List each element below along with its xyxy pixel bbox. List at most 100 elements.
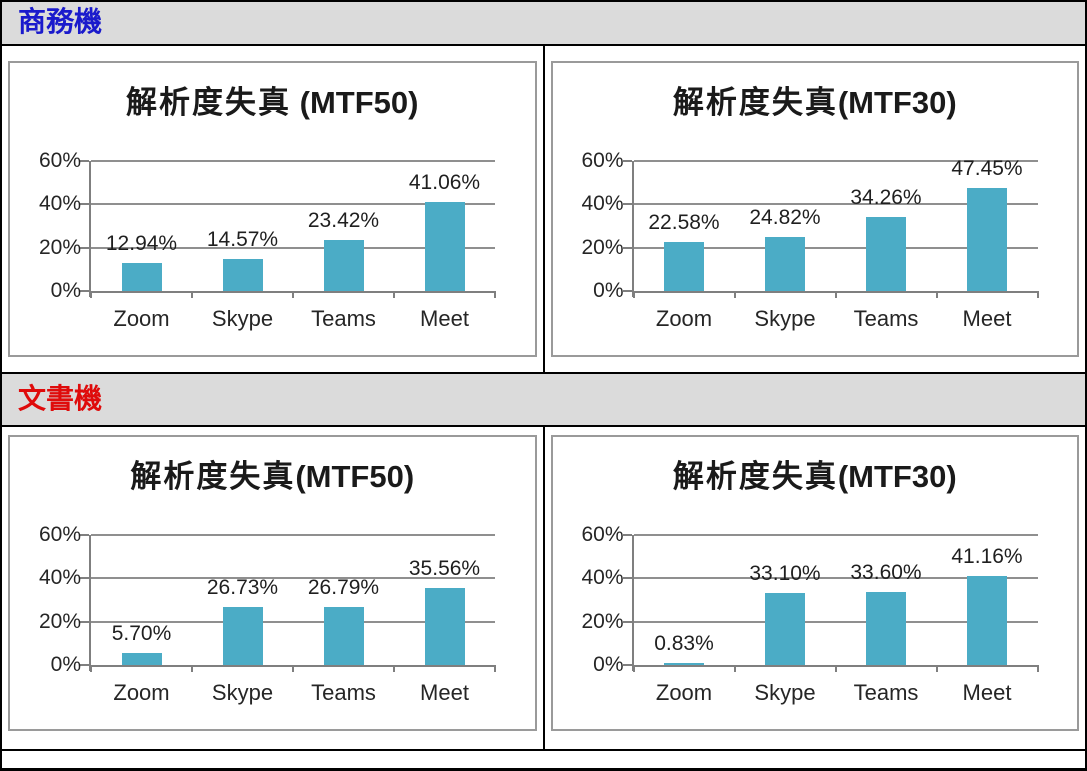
bar-teams — [866, 217, 906, 291]
x-axis-tick — [1036, 665, 1039, 672]
y-axis-label: 20% — [38, 609, 81, 633]
section-label-documents: 文書機 — [18, 383, 103, 415]
bar-zoom — [121, 653, 162, 665]
chart-documents-mtf50: 解析度失真(MTF50) 5.70% 26.73% 26.79% 35.56% 60% 40… — [8, 435, 537, 731]
y-axis-label: 20% — [581, 235, 624, 259]
y-axis-tick — [80, 664, 89, 666]
y-axis-label: 60% — [581, 523, 624, 546]
x-axis-label-teams: Teams — [853, 306, 919, 331]
y-axis-label: 60% — [581, 149, 624, 172]
chart-cell: 解析度失真 (MTF50) 12.94% 14.57% 23.42% 41.06% 60%… — [2, 46, 543, 372]
bar-meet — [967, 188, 1007, 291]
chart-title-latin: (MTF30) — [837, 459, 957, 494]
y-axis-tick — [622, 160, 632, 162]
bar-slot: 33.10% — [735, 535, 836, 665]
y-axis-label: 40% — [38, 192, 81, 216]
x-axis-label-teams: Teams — [311, 306, 376, 331]
x-axis-tick — [292, 665, 294, 672]
y-axis-tick — [80, 620, 89, 623]
x-axis-label-teams: Teams — [853, 680, 919, 705]
y-axis-tick — [80, 534, 89, 536]
bar-teams — [323, 240, 364, 291]
gridline — [633, 534, 1038, 536]
chart-business-mtf50: 解析度失真 (MTF50) 12.94% 14.57% 23.42% 41.06% 60%… — [8, 61, 537, 357]
bar-value-label: 23.42% — [307, 209, 380, 232]
y-axis-line — [89, 535, 91, 671]
bar-value-label: 14.57% — [206, 228, 279, 251]
bar-value-label: 12.94% — [105, 232, 178, 255]
chart-cell: 解析度失真(MTF30) 22.58% 24.82% 34.26% 47.45% 60% 4… — [542, 46, 1086, 372]
x-axis-label-zoom: Zoom — [113, 680, 170, 705]
x-axis-label-skype: Skype — [754, 680, 816, 705]
bar-slot: 26.79% — [293, 535, 394, 665]
x-axis-tick — [733, 291, 736, 298]
gridline — [91, 246, 495, 249]
gridline — [91, 620, 495, 623]
gridline — [91, 577, 495, 580]
x-axis-tick — [733, 665, 736, 672]
y-axis-line — [631, 535, 634, 671]
chart-title: 解析度失真(MTF50) — [10, 451, 535, 496]
chart-cell: 解析度失真(MTF50) 5.70% 26.73% 26.79% 35.56% 60% 40… — [2, 427, 543, 749]
x-axis-tick — [935, 291, 938, 298]
gridline — [91, 203, 495, 206]
x-axis-label-skype: Skype — [211, 680, 274, 705]
bar-slot: 12.94% — [91, 161, 192, 291]
bar-meet — [967, 576, 1007, 665]
x-axis-tick — [632, 291, 635, 298]
bar-slot: 41.06% — [394, 161, 495, 291]
bar-value-label: 22.58% — [648, 211, 720, 234]
gridline — [633, 160, 1038, 162]
bar-value-label: 35.56% — [408, 557, 481, 580]
x-axis-tick — [1036, 291, 1039, 298]
bar-value-label: 34.26% — [850, 186, 922, 209]
y-axis-label: 60% — [38, 149, 81, 172]
bar-skype — [765, 593, 805, 665]
bar-skype — [765, 237, 805, 291]
chart-title: 解析度失真(MTF30) — [553, 451, 1078, 496]
bar-value-label: 33.10% — [749, 562, 821, 585]
x-axis-label-zoom: Zoom — [655, 306, 713, 331]
bar-slot: 0.83% — [634, 535, 735, 665]
y-axis-label: 40% — [38, 566, 81, 590]
x-axis-tick — [494, 291, 496, 298]
y-axis-tick — [622, 246, 632, 249]
bar-value-label: 26.73% — [206, 576, 279, 599]
bar-value-label: 41.16% — [951, 545, 1023, 568]
x-axis-tick — [834, 665, 837, 672]
x-axis-tick — [292, 291, 294, 298]
bar-zoom — [121, 263, 162, 291]
chart-title-latin: (MTF50) — [295, 459, 415, 494]
section-header-business: 商務機 — [2, 2, 1085, 46]
y-axis-label: 60% — [38, 523, 81, 546]
bar-slot: 34.26% — [836, 161, 937, 291]
bar-value-label: 47.45% — [951, 157, 1023, 180]
y-axis-label: 40% — [581, 192, 624, 216]
chart-title-cjk: 解析度失真 — [130, 459, 296, 494]
bar-teams — [866, 592, 906, 665]
y-axis-tick — [80, 203, 89, 206]
chart-title-cjk: 解析度失真 — [672, 459, 838, 494]
bar-slot: 33.60% — [836, 535, 937, 665]
y-axis-tick — [622, 534, 632, 536]
bar-teams — [323, 607, 364, 665]
y-axis-tick — [80, 577, 89, 580]
bar-skype — [222, 259, 263, 291]
bar-slot: 35.56% — [394, 535, 495, 665]
gridline — [91, 534, 495, 536]
y-axis-tick — [622, 290, 632, 292]
y-axis-label: 20% — [581, 609, 624, 633]
y-axis-label: 0% — [593, 279, 624, 302]
bar-slot: 24.82% — [735, 161, 836, 291]
x-axis-tick — [834, 291, 837, 298]
y-axis-label: 0% — [50, 653, 81, 676]
y-axis-line — [631, 161, 634, 297]
bar-meet — [424, 588, 465, 665]
chart-title-latin: (MTF50) — [291, 85, 419, 120]
y-axis-tick — [622, 664, 632, 666]
bar-slot: 41.16% — [937, 535, 1038, 665]
plot-area: 5.70% 26.73% 26.79% 35.56% — [80, 534, 496, 672]
x-axis-tick — [393, 665, 395, 672]
bar-meet — [424, 202, 465, 291]
